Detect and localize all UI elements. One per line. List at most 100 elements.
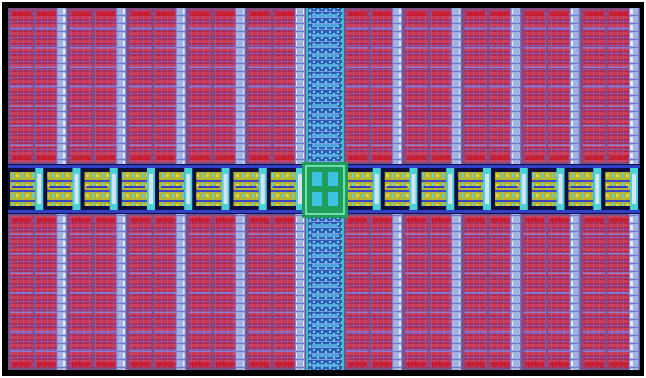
strap-edge bbox=[451, 8, 453, 164]
row-group-divider bbox=[188, 105, 212, 107]
row-group-divider bbox=[346, 86, 369, 88]
wordline-driver bbox=[407, 362, 426, 366]
row-group-divider bbox=[464, 253, 487, 255]
row-group-divider bbox=[10, 125, 33, 127]
strap-edge bbox=[175, 214, 177, 370]
row-group-divider bbox=[405, 350, 428, 352]
row-group-divider bbox=[69, 311, 93, 313]
wordline-driver bbox=[550, 362, 569, 366]
wordline-driver bbox=[431, 362, 451, 366]
row-group-divider bbox=[154, 233, 177, 235]
row-group-divider bbox=[548, 27, 571, 29]
strap-edge bbox=[244, 214, 246, 370]
row-group-divider bbox=[213, 125, 237, 127]
row-group-divider bbox=[489, 47, 512, 49]
row-group-divider bbox=[188, 144, 212, 146]
row-group-divider bbox=[523, 105, 547, 107]
strap-edge bbox=[629, 8, 630, 164]
row-group-divider bbox=[405, 27, 428, 29]
row-group-divider bbox=[248, 350, 272, 352]
wordline-driver bbox=[372, 12, 392, 16]
spine-bus-line bbox=[312, 234, 338, 237]
row-group-divider bbox=[607, 253, 630, 255]
row-group-divider bbox=[10, 66, 33, 68]
row-group-divider bbox=[10, 47, 33, 49]
decoder-contact bbox=[485, 174, 489, 204]
spine-bus-line bbox=[312, 354, 338, 357]
row-group-divider bbox=[464, 311, 487, 313]
wordline-driver bbox=[275, 12, 294, 16]
row-group-divider bbox=[607, 66, 630, 68]
row-group-divider bbox=[523, 272, 547, 274]
row-group-divider bbox=[405, 66, 428, 68]
row-group-divider bbox=[370, 233, 394, 235]
row-decoder-right bbox=[568, 172, 594, 206]
row-group-divider bbox=[429, 66, 453, 68]
row-group-divider bbox=[69, 66, 93, 68]
wordline-driver bbox=[491, 218, 510, 222]
row-decoder-left bbox=[233, 172, 259, 206]
row-group-divider bbox=[34, 253, 58, 255]
row-group-divider bbox=[213, 233, 237, 235]
wordline-driver bbox=[431, 218, 451, 222]
row-group-divider bbox=[489, 272, 512, 274]
spine-bus-line bbox=[312, 364, 338, 367]
row-group-divider bbox=[129, 292, 152, 294]
row-group-divider bbox=[10, 292, 33, 294]
row-group-divider bbox=[129, 27, 152, 29]
row-group-divider bbox=[548, 331, 571, 333]
row-group-divider bbox=[607, 47, 630, 49]
spine-bus-line bbox=[312, 254, 338, 257]
power-strap bbox=[57, 214, 66, 370]
wordline-driver bbox=[348, 156, 367, 160]
wordline-driver bbox=[250, 156, 270, 160]
row-group-divider bbox=[464, 105, 487, 107]
row-group-divider bbox=[405, 292, 428, 294]
row-group-divider bbox=[34, 311, 58, 313]
power-strap bbox=[296, 8, 304, 164]
strap-edge bbox=[629, 214, 630, 370]
power-strap bbox=[511, 214, 520, 370]
row-group-divider bbox=[548, 350, 571, 352]
row-group-divider bbox=[548, 292, 571, 294]
strap-edge bbox=[175, 8, 177, 164]
memory-quadrant-top-left bbox=[8, 8, 306, 164]
row-group-divider bbox=[370, 331, 394, 333]
wordline-driver bbox=[466, 218, 485, 222]
row-group-divider bbox=[548, 105, 571, 107]
wordline-driver bbox=[525, 218, 545, 222]
row-group-divider bbox=[129, 331, 152, 333]
row-decoder-right bbox=[495, 172, 520, 206]
wordline-driver bbox=[71, 12, 91, 16]
row-group-divider bbox=[405, 105, 428, 107]
row-group-divider bbox=[429, 253, 453, 255]
row-group-divider bbox=[405, 331, 428, 333]
row-group-divider bbox=[346, 27, 369, 29]
row-group-divider bbox=[273, 47, 296, 49]
row-group-divider bbox=[346, 272, 369, 274]
row-group-divider bbox=[10, 253, 33, 255]
wordline-driver bbox=[407, 218, 426, 222]
row-group-divider bbox=[370, 86, 394, 88]
spine-bus-line bbox=[312, 54, 338, 57]
wordline-driver bbox=[525, 362, 545, 366]
row-group-divider bbox=[34, 272, 58, 274]
wordline-driver bbox=[156, 218, 175, 222]
wordline-driver bbox=[71, 218, 91, 222]
strap-edge bbox=[184, 8, 186, 164]
control-cell bbox=[328, 192, 338, 206]
row-group-divider bbox=[523, 66, 547, 68]
row-group-divider bbox=[248, 125, 272, 127]
wordline-driver bbox=[275, 362, 294, 366]
decoder-wire bbox=[272, 186, 294, 188]
power-strap bbox=[452, 8, 461, 164]
power-strap bbox=[117, 214, 126, 370]
row-group-divider bbox=[129, 66, 152, 68]
row-group-divider bbox=[213, 66, 237, 68]
row-group-divider bbox=[548, 47, 571, 49]
row-group-divider bbox=[34, 292, 58, 294]
row-group-divider bbox=[405, 253, 428, 255]
wordline-driver bbox=[250, 12, 270, 16]
row-decoder-left bbox=[270, 172, 296, 206]
row-group-divider bbox=[370, 253, 394, 255]
